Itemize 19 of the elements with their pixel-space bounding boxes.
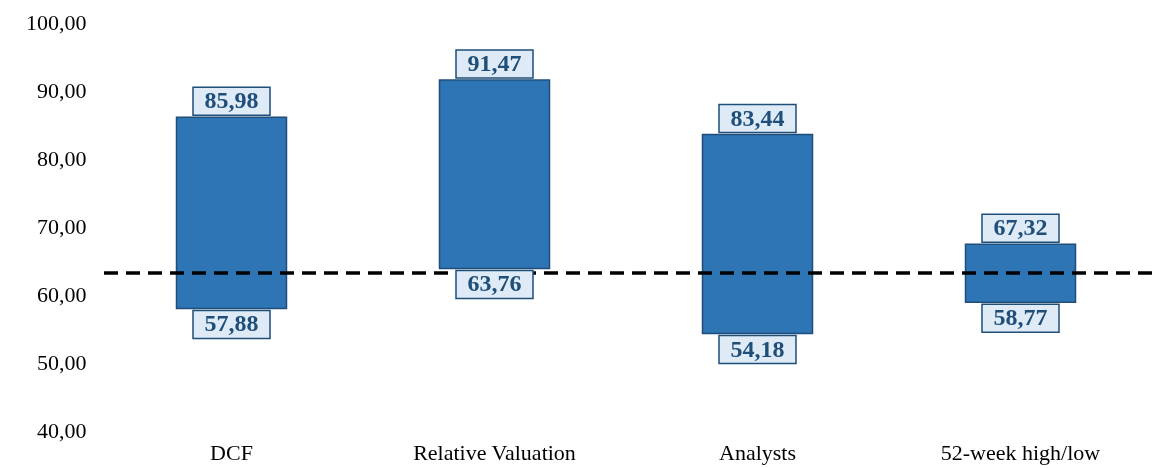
x-tick-label: Relative Valuation — [413, 439, 576, 465]
annotation: 57,88 — [204, 310, 259, 337]
x-tick-label: Analysts — [719, 439, 796, 465]
y-tick-label: 100,00 — [26, 9, 87, 35]
y-tick-label: 70,00 — [37, 213, 87, 239]
y-tick-label: 90,00 — [37, 77, 87, 103]
annotation: 67,32 — [993, 214, 1048, 241]
annotation: 58,77 — [993, 304, 1048, 331]
annotation: 54,18 — [730, 335, 785, 362]
annotation: 63,76 — [467, 270, 522, 297]
x-tick-label: DCF — [210, 439, 253, 465]
y-tick-label: 50,00 — [37, 349, 87, 375]
annotation: 83,44 — [730, 104, 785, 131]
annotation: 85,98 — [204, 87, 259, 114]
x-tick-label: 52-week high/low — [940, 439, 1101, 465]
y-tick-label: 40,00 — [37, 417, 87, 443]
y-tick-label: 80,00 — [37, 145, 87, 171]
y-tick-label: 60,00 — [37, 281, 87, 307]
annotation: 91,47 — [467, 50, 522, 76]
